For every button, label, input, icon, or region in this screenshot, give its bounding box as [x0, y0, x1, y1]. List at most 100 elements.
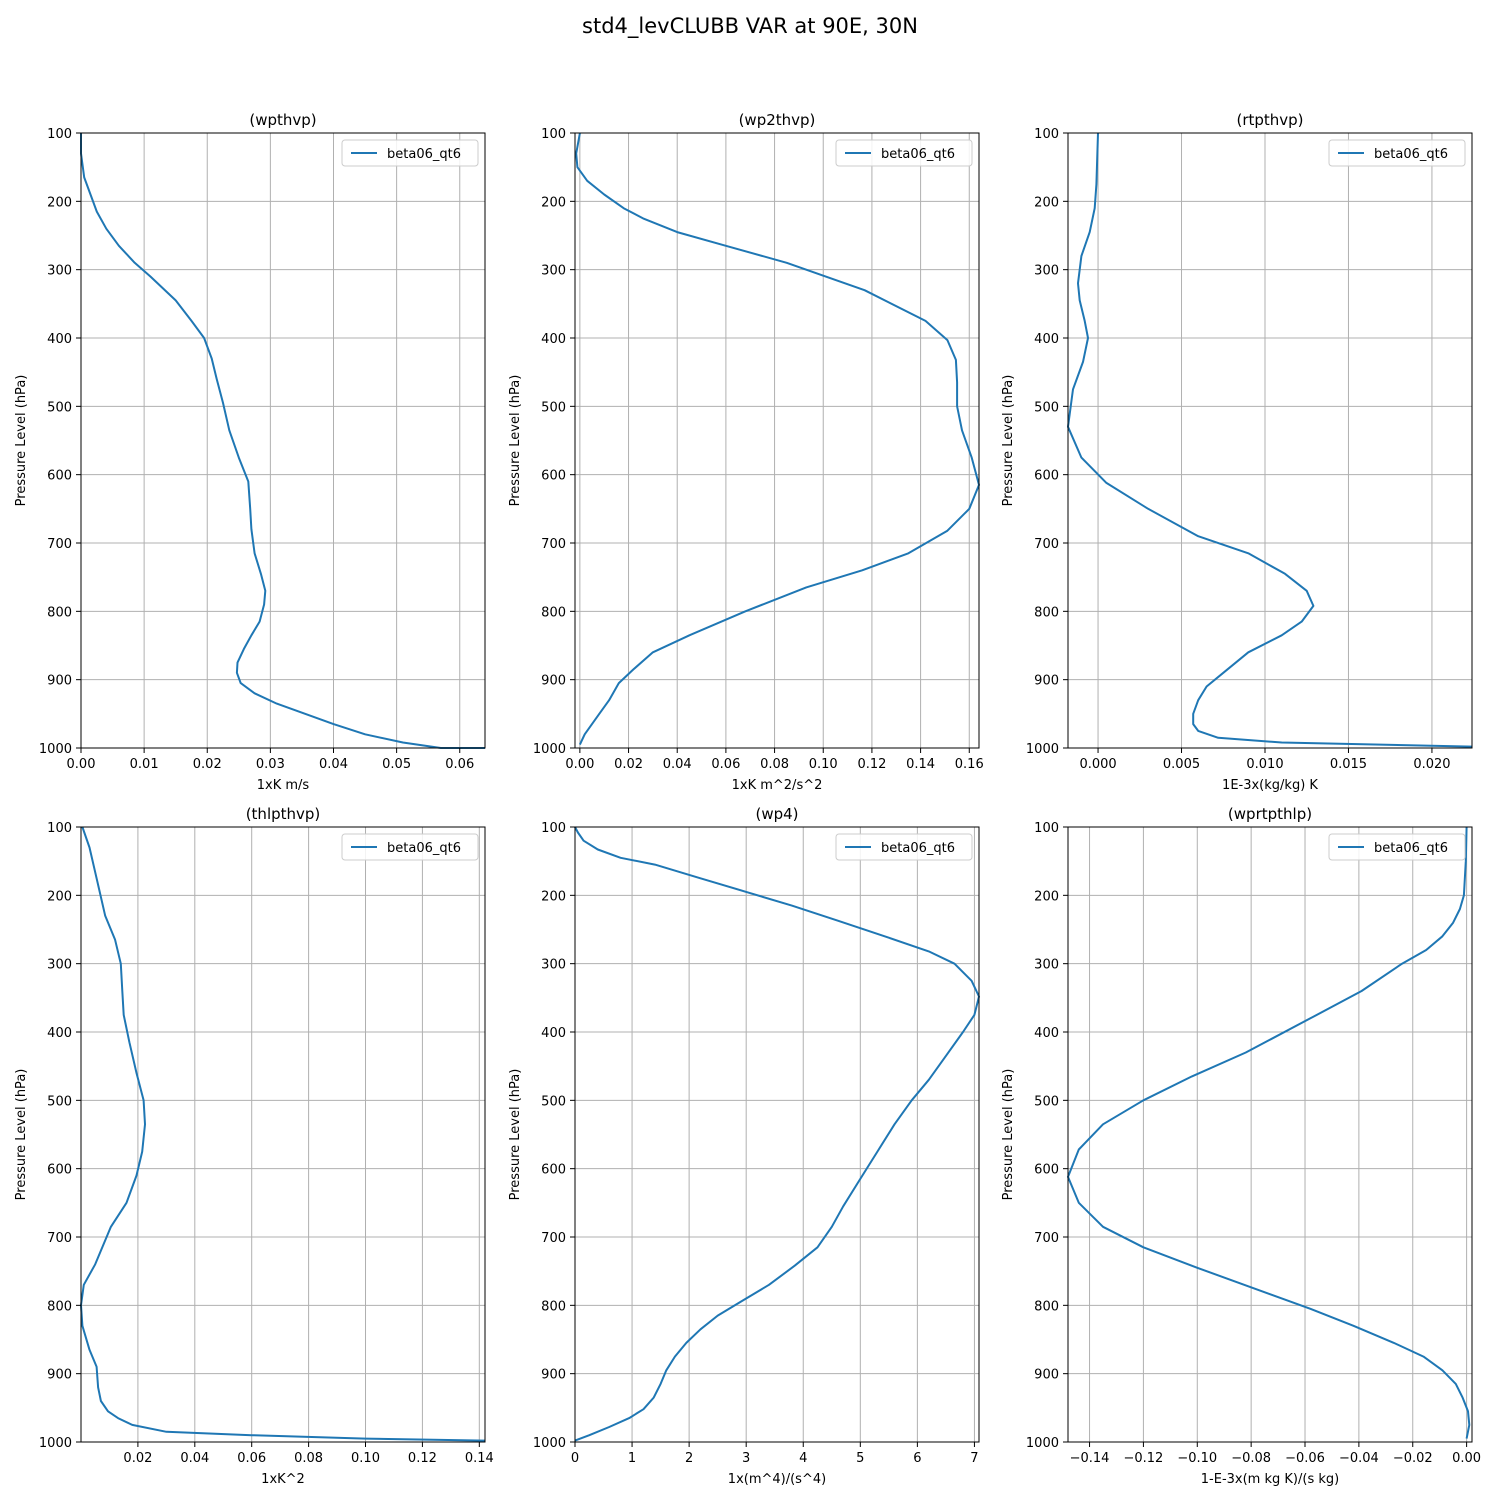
x-tick-label: −0.06 [1285, 1451, 1325, 1466]
y-tick-label: 600 [541, 469, 566, 484]
x-tick-label: 0.00 [1452, 1451, 1481, 1466]
subplot-title: (wp4) [755, 805, 798, 823]
y-tick-label: 400 [1034, 1026, 1059, 1041]
y-tick-label: 1000 [533, 1436, 566, 1451]
subplot-title: (rtpthvp) [1236, 111, 1303, 129]
legend-box [341, 139, 479, 167]
legend: beta06_qt6 [341, 139, 479, 167]
y-tick-label: 800 [1034, 1299, 1059, 1314]
x-tick-label: 0.08 [294, 1451, 323, 1466]
series-line-beta06_qt6 [80, 133, 485, 749]
series-line-beta06_qt6 [574, 826, 980, 1442]
legend-label: beta06_qt6 [1374, 841, 1448, 856]
subplot-title: (wprtpthlp) [1228, 805, 1312, 823]
y-tick-label: 700 [47, 537, 72, 552]
y-tick-label: 500 [1034, 400, 1059, 415]
y-tick-label: 100 [47, 821, 72, 836]
legend-box [835, 139, 973, 167]
subplot-5: 0 1 2 3 4 5 6 7 100 200 300 400 500 600 700 800 900 1000 (… [508, 805, 980, 1487]
x-tick-label: 3 [742, 1451, 750, 1466]
x-tick-label: 4 [799, 1451, 807, 1466]
x-tick-label: 0.05 [382, 757, 411, 772]
y-tick-label: 400 [1034, 332, 1059, 347]
x-tick-label: 0 [571, 1451, 579, 1466]
x-tick-label: 0.00 [67, 757, 96, 772]
y-tick-label: 500 [1034, 1094, 1059, 1109]
y-tick-label: 100 [541, 127, 566, 142]
axes-frame [80, 826, 486, 1443]
y-tick-label: 200 [541, 889, 566, 904]
y-axis-label: Pressure Level (hPa) [508, 1069, 523, 1201]
y-tick-label: 900 [47, 674, 72, 689]
x-tick-label: 5 [856, 1451, 864, 1466]
y-tick-label: 300 [1034, 264, 1059, 279]
y-tick-label: 1000 [1026, 742, 1059, 757]
y-tick-label: 900 [541, 674, 566, 689]
x-tick-label: −0.08 [1231, 1451, 1271, 1466]
subplot-6: −0.14 −0.12 −0.10 −0.08 −0.06 −0.04 −0.02 0.00 1… [1001, 805, 1481, 1487]
x-tick-label: 0.16 [955, 757, 984, 772]
y-tick-label: 400 [541, 332, 566, 347]
y-tick-label: 1000 [533, 742, 566, 757]
x-axis-label: 1xK m/s [257, 778, 310, 793]
x-axis-label: 1x(m^4)/(s^4) [728, 1472, 826, 1487]
x-tick-label: 0.005 [1163, 757, 1200, 772]
x-tick-label: −0.12 [1123, 1451, 1163, 1466]
y-tick-label: 900 [541, 1368, 566, 1383]
legend-box [835, 833, 973, 861]
y-tick-label: 900 [47, 1368, 72, 1383]
y-tick-label: 300 [541, 958, 566, 973]
y-tick-label: 800 [541, 1299, 566, 1314]
y-tick-label: 500 [541, 400, 566, 415]
x-tick-label: 0.00 [565, 757, 594, 772]
y-axis-label: Pressure Level (hPa) [14, 375, 29, 507]
y-tick-label: 300 [541, 264, 566, 279]
legend: beta06_qt6 [341, 833, 479, 861]
series-line-beta06_qt6 [1067, 132, 1473, 748]
legend-label: beta06_qt6 [881, 147, 955, 162]
legend-label: beta06_qt6 [881, 841, 955, 856]
x-tick-label: 2 [685, 1451, 693, 1466]
y-tick-label: 100 [47, 127, 72, 142]
y-tick-label: 1000 [39, 742, 72, 757]
x-tick-label: −0.10 [1177, 1451, 1217, 1466]
y-tick-label: 900 [1034, 1368, 1059, 1383]
legend: beta06_qt6 [1328, 139, 1466, 167]
legend-label: beta06_qt6 [1374, 147, 1448, 162]
legend: beta06_qt6 [835, 139, 973, 167]
x-tick-label: 0.010 [1246, 757, 1283, 772]
x-tick-label: −0.14 [1070, 1451, 1110, 1466]
y-tick-label: 200 [1034, 195, 1059, 210]
x-axis-label: 1xK m^2/s^2 [732, 778, 823, 793]
y-tick-label: 300 [47, 958, 72, 973]
axes-frame [1067, 826, 1473, 1443]
x-tick-label: 0.14 [465, 1451, 494, 1466]
subplot-1: 0.00 0.01 0.02 0.03 0.04 0.05 0.06 100 200 300 400… [14, 111, 486, 793]
axes-frame [574, 132, 980, 749]
axes-frame [80, 132, 486, 749]
axes-frame [1067, 132, 1473, 749]
y-tick-label: 500 [47, 400, 72, 415]
x-tick-label: 0.12 [408, 1451, 437, 1466]
figure-title: std4_levCLUBB VAR at 90E, 30N [582, 14, 918, 38]
y-tick-label: 400 [47, 1026, 72, 1041]
y-tick-label: 1000 [39, 1436, 72, 1451]
y-tick-label: 800 [541, 605, 566, 620]
x-tick-label: 0.015 [1330, 757, 1367, 772]
x-tick-label: 0.03 [256, 757, 285, 772]
y-tick-label: 700 [541, 1231, 566, 1246]
legend: beta06_qt6 [835, 833, 973, 861]
x-tick-label: 0.04 [319, 757, 348, 772]
y-tick-label: 200 [47, 195, 72, 210]
y-tick-label: 100 [1034, 821, 1059, 836]
x-axis-label: 1-E-3x(m kg K)/(s kg) [1201, 1472, 1339, 1487]
x-tick-label: 0.14 [906, 757, 935, 772]
x-tick-label: 0.02 [614, 757, 643, 772]
legend-label: beta06_qt6 [387, 147, 461, 162]
y-tick-label: 700 [1034, 537, 1059, 552]
series-line-beta06_qt6 [575, 132, 980, 746]
x-tick-label: 0.12 [857, 757, 886, 772]
x-tick-label: 0.02 [193, 757, 222, 772]
